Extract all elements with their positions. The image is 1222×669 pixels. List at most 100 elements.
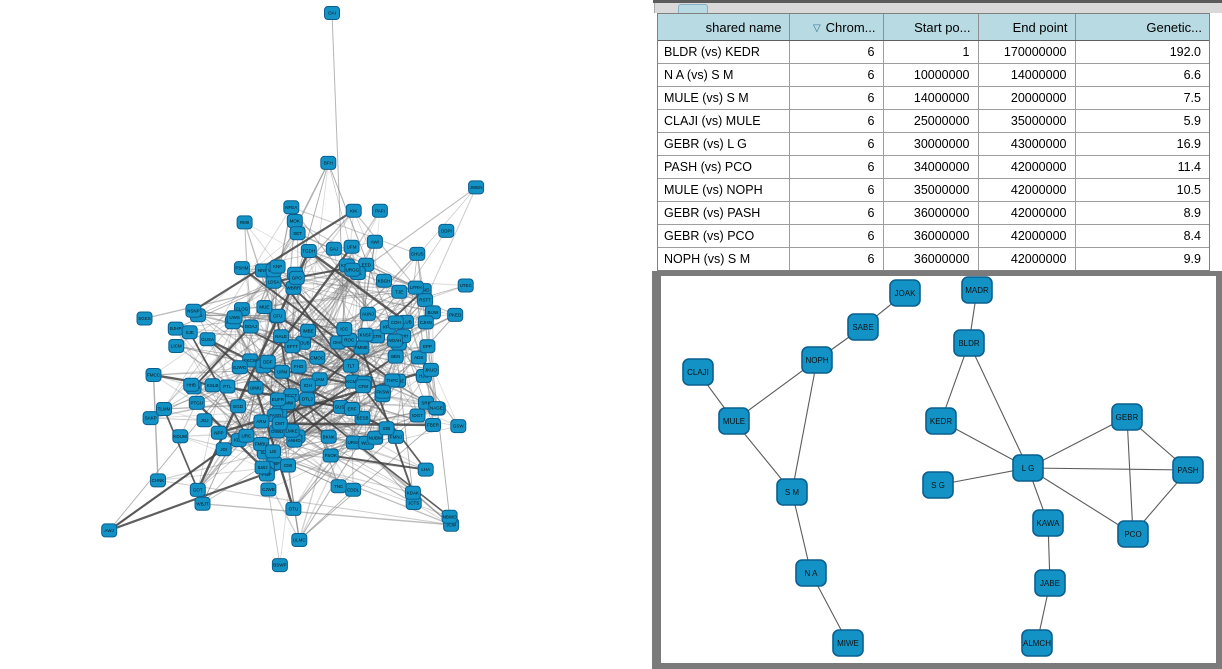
network-node[interactable]: JAM — [311, 372, 328, 387]
network-node[interactable]: EUFR — [269, 392, 286, 407]
network-node[interactable]: JGI — [215, 442, 232, 457]
network-node[interactable]: EJWG — [231, 360, 248, 375]
network-edge[interactable] — [232, 321, 427, 404]
network-node[interactable]: SGES — [136, 311, 153, 326]
network-edge[interactable] — [157, 450, 274, 481]
network-node[interactable]: CMOC — [309, 350, 326, 365]
table-row[interactable]: NOPH (vs) S M 6 36000000 42000000 9.9 — [658, 247, 1209, 270]
network-node[interactable]: UPM — [274, 364, 291, 379]
network-node[interactable]: PTGU — [188, 395, 205, 410]
network-node[interactable]: NOAH — [386, 333, 403, 348]
network-edge[interactable] — [297, 232, 417, 289]
network-node[interactable]: URC — [238, 428, 255, 443]
network-node[interactable]: KIK — [345, 203, 362, 218]
network-node-s-g[interactable]: S G — [922, 471, 954, 499]
network-node[interactable]: FBER — [425, 418, 441, 432]
network-node[interactable]: DOAJ — [242, 319, 259, 334]
network-node[interactable]: UFM — [343, 239, 360, 254]
network-node-claji[interactable]: CLAJI — [682, 358, 714, 386]
network-node[interactable]: GUSA — [199, 332, 216, 347]
network-edge[interactable] — [327, 162, 400, 344]
overview-network-canvas[interactable]: URSSJEPAWIHOUBSRKKKCWKCMCOGIDEFTTBJLNPPW… — [0, 0, 652, 669]
network-node-miwe[interactable]: MIWE — [832, 629, 864, 657]
network-node[interactable]: CHUS — [409, 246, 426, 261]
network-edge[interactable] — [298, 424, 434, 541]
network-node[interactable]: IMBE — [300, 323, 317, 338]
network-node[interactable]: PTL — [219, 379, 236, 394]
network-edge[interactable] — [245, 207, 292, 436]
network-edge[interactable] — [192, 325, 252, 389]
network-node[interactable]: NSNP — [185, 303, 202, 318]
network-edge[interactable] — [1027, 416, 1128, 469]
network-node-gebr[interactable]: GEBR — [1111, 403, 1143, 431]
network-edge[interactable] — [241, 268, 288, 404]
network-node[interactable]: OTU — [285, 501, 302, 516]
network-node-joak[interactable]: JOAK — [889, 279, 921, 307]
network-node[interactable]: FKSW — [374, 384, 391, 399]
network-node[interactable]: TGDH — [300, 244, 317, 258]
network-node-noph[interactable]: NOPH — [801, 346, 833, 374]
network-node[interactable]: OAI — [324, 6, 340, 20]
network-edge[interactable] — [157, 479, 452, 526]
network-node[interactable]: DTLJ — [299, 392, 316, 407]
network-edge[interactable] — [360, 347, 414, 494]
network-edge[interactable] — [163, 408, 199, 491]
network-node[interactable]: PSHM — [233, 261, 250, 276]
network-node[interactable]: NBWO — [441, 509, 458, 524]
network-node[interactable]: CHNK — [150, 473, 166, 488]
network-node[interactable]: FHO — [290, 359, 307, 374]
network-edge[interactable] — [191, 384, 426, 470]
network-node[interactable]: ODPI — [438, 223, 455, 238]
network-edge[interactable] — [338, 415, 418, 487]
table-row[interactable]: GEBR (vs) PASH 6 36000000 42000000 8.9 — [658, 201, 1209, 225]
detail-network-canvas[interactable]: JOAK SABE NOPH CLAJI MULE MADR BLDR KEDR GEBR L G… — [661, 276, 1216, 663]
network-node[interactable]: KDAK — [404, 485, 421, 500]
network-node[interactable]: GPO — [288, 270, 305, 285]
network-node[interactable]: CMI — [280, 458, 296, 473]
network-node[interactable]: UIMU — [247, 380, 264, 395]
network-node-kedr[interactable]: KEDR — [925, 407, 957, 435]
network-edge[interactable] — [163, 402, 288, 410]
network-edge[interactable] — [266, 334, 366, 469]
network-node-pco[interactable]: PCO — [1117, 520, 1149, 548]
network-edge[interactable] — [308, 249, 407, 323]
network-node[interactable]: PAFI — [371, 203, 388, 218]
network-node[interactable]: UWS — [226, 310, 243, 325]
network-node[interactable]: CJWB — [260, 482, 277, 497]
network-edge[interactable] — [193, 386, 354, 491]
network-node[interactable]: GOT — [189, 482, 206, 497]
column-header-genetic-[interactable]: Genetic... — [1074, 14, 1209, 41]
network-node[interactable]: BSWP — [271, 558, 288, 573]
network-edge[interactable] — [152, 374, 159, 481]
table-row[interactable]: MULE (vs) S M 6 14000000 20000000 7.5 — [658, 86, 1209, 110]
network-edge[interactable] — [292, 442, 355, 510]
table-row[interactable]: PASH (vs) PCO 6 34000000 42000000 11.4 — [658, 155, 1209, 179]
network-edge[interactable] — [175, 328, 214, 386]
network-edge[interactable] — [227, 386, 414, 493]
network-node[interactable]: CDDL — [345, 482, 362, 497]
table-row[interactable]: MULE (vs) NOPH 6 35000000 42000000 10.5 — [658, 178, 1209, 202]
network-node[interactable]: LIE — [265, 444, 281, 459]
network-edge[interactable] — [294, 273, 353, 410]
network-node-s-m[interactable]: S M — [776, 478, 808, 506]
network-node[interactable]: BEN — [387, 349, 404, 364]
network-node-kawa[interactable]: KAWA — [1032, 509, 1064, 537]
scroll-tab[interactable] — [678, 4, 708, 13]
network-edge[interactable] — [330, 454, 426, 471]
network-edge[interactable] — [272, 408, 353, 452]
network-node[interactable]: DDF — [259, 354, 276, 369]
column-header-start-po-[interactable]: Start po... — [882, 14, 979, 41]
network-edge[interactable] — [226, 272, 359, 387]
network-node[interactable]: CFU — [269, 308, 286, 323]
column-header-chrom-[interactable]: ▽ Chrom... — [788, 14, 884, 41]
network-edge[interactable] — [394, 340, 459, 427]
network-node[interactable]: IDGT — [409, 408, 426, 423]
network-edge[interactable] — [157, 467, 267, 481]
network-node[interactable]: CJHN — [417, 315, 434, 330]
network-edge[interactable] — [277, 314, 352, 367]
network-node[interactable]: GSW — [450, 419, 467, 434]
network-node-jabe[interactable]: JABE — [1034, 569, 1066, 597]
network-node[interactable]: ULMC — [291, 533, 308, 547]
network-node[interactable]: UTEC — [457, 278, 474, 293]
network-edge[interactable] — [1027, 467, 1134, 535]
